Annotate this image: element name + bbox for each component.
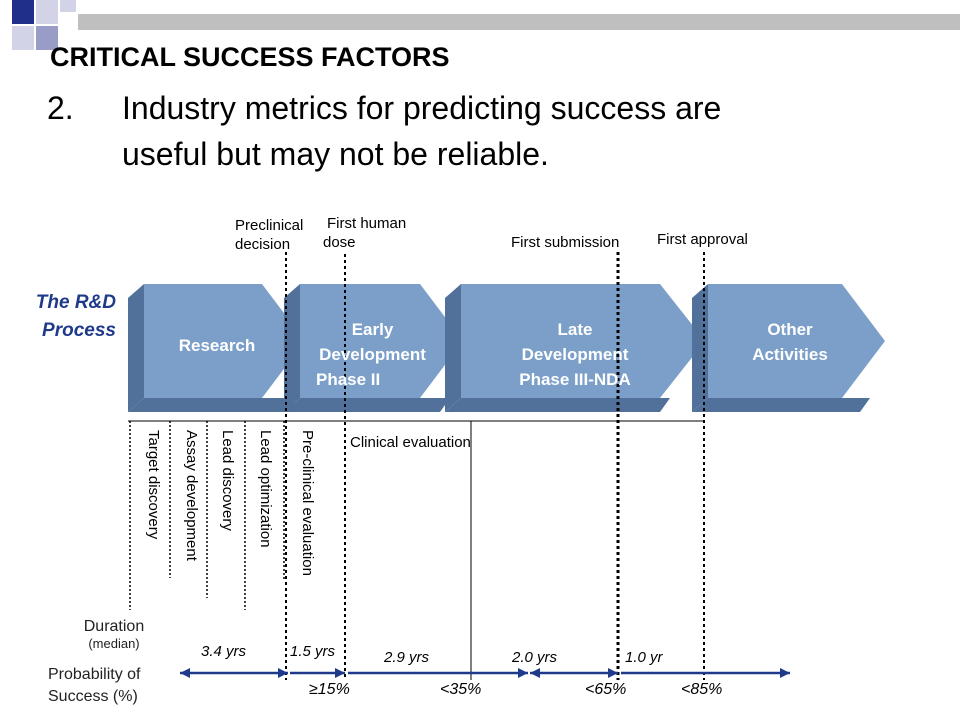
probability-1: ≥15% <box>309 681 350 698</box>
duration-phase3: 2.0 yrs <box>512 649 558 666</box>
milestone-preclinical-label: Preclinical decision <box>235 216 303 254</box>
duration-label: Duration <box>83 618 145 635</box>
rd-process-line2: Process <box>42 320 116 341</box>
slide-title: CRITICAL SUCCESS FACTORS <box>50 42 450 72</box>
phase-early-label: Early Development Phase II <box>300 317 445 392</box>
headline-line-2: useful but may not be reliable. <box>122 136 549 172</box>
headline-line-1: Industry metrics for predicting success … <box>122 90 722 126</box>
point-number: 2. <box>47 90 74 126</box>
early-phase-shape <box>284 284 463 412</box>
milestone-first-submission: First submission <box>511 234 620 251</box>
activity-assay-development: Assay development <box>183 430 200 561</box>
phase-other-label: Other Activities <box>715 317 865 367</box>
activity-clinical-evaluation: Clinical evaluation <box>350 434 471 451</box>
activity-target-discovery: Target discovery <box>145 430 162 540</box>
milestone-preclinical-line1: Preclinical <box>235 217 304 234</box>
other-phase-shape <box>692 284 885 412</box>
probability-2: <35% <box>440 681 482 698</box>
rd-process-line1: The R&D <box>35 292 116 313</box>
phase-late-line2: Development <box>521 345 629 364</box>
milestone-first-human-label: First human dose <box>323 214 406 252</box>
phase-late-line3: Phase III-NDA <box>519 370 631 389</box>
duration-label-block: Duration (median) <box>60 618 168 651</box>
duration-preclinical: 1.5 yrs <box>290 643 336 660</box>
phase-early-line3: Phase II <box>316 370 381 389</box>
activity-lead-discovery: Lead discovery <box>219 430 236 531</box>
activity-lead-optimization: Lead optimization <box>257 430 274 548</box>
milestone-first-approval: First approval <box>657 231 748 248</box>
duration-research: 3.4 yrs <box>201 643 247 660</box>
corner-square-light <box>36 0 58 24</box>
probability-label-line2: Success (%) <box>48 688 138 705</box>
milestone-first-human-line2: dose <box>323 234 356 251</box>
corner-square-light-3 <box>12 26 34 50</box>
phase-early-line2: Development <box>319 345 426 364</box>
duration-approval: 1.0 yr <box>625 649 663 666</box>
phase-research-label: Research <box>178 336 256 355</box>
probability-label-block: Probability of Success (%) <box>48 664 141 708</box>
corner-square-light-2 <box>60 0 76 12</box>
probability-4: <85% <box>681 681 723 698</box>
probability-label-line1: Probability of <box>48 666 141 683</box>
rd-process-label: The R&D Process <box>14 289 116 345</box>
duration-phase2: 2.9 yrs <box>384 649 430 666</box>
phase-late-line1: Late <box>557 320 593 339</box>
duration-sub-label: (median) <box>88 636 140 651</box>
phase-other-line1: Other <box>767 320 813 339</box>
milestone-preclinical-line2: decision <box>235 236 291 253</box>
activity-preclinical-evaluation: Pre-clinical evaluation <box>299 430 316 576</box>
late-phase-shape <box>445 284 705 412</box>
milestone-first-human-line1: First human <box>327 215 407 232</box>
corner-square-blue <box>12 0 34 24</box>
phase-late-label: Late Development Phase III-NDA <box>475 317 675 392</box>
corner-square-mid <box>36 26 58 50</box>
header-bar <box>78 14 960 30</box>
probability-3: <65% <box>585 681 627 698</box>
phase-other-line2: Activities <box>752 345 828 364</box>
research-phase-shape <box>128 284 305 412</box>
phase-early-line1: Early <box>351 320 394 339</box>
